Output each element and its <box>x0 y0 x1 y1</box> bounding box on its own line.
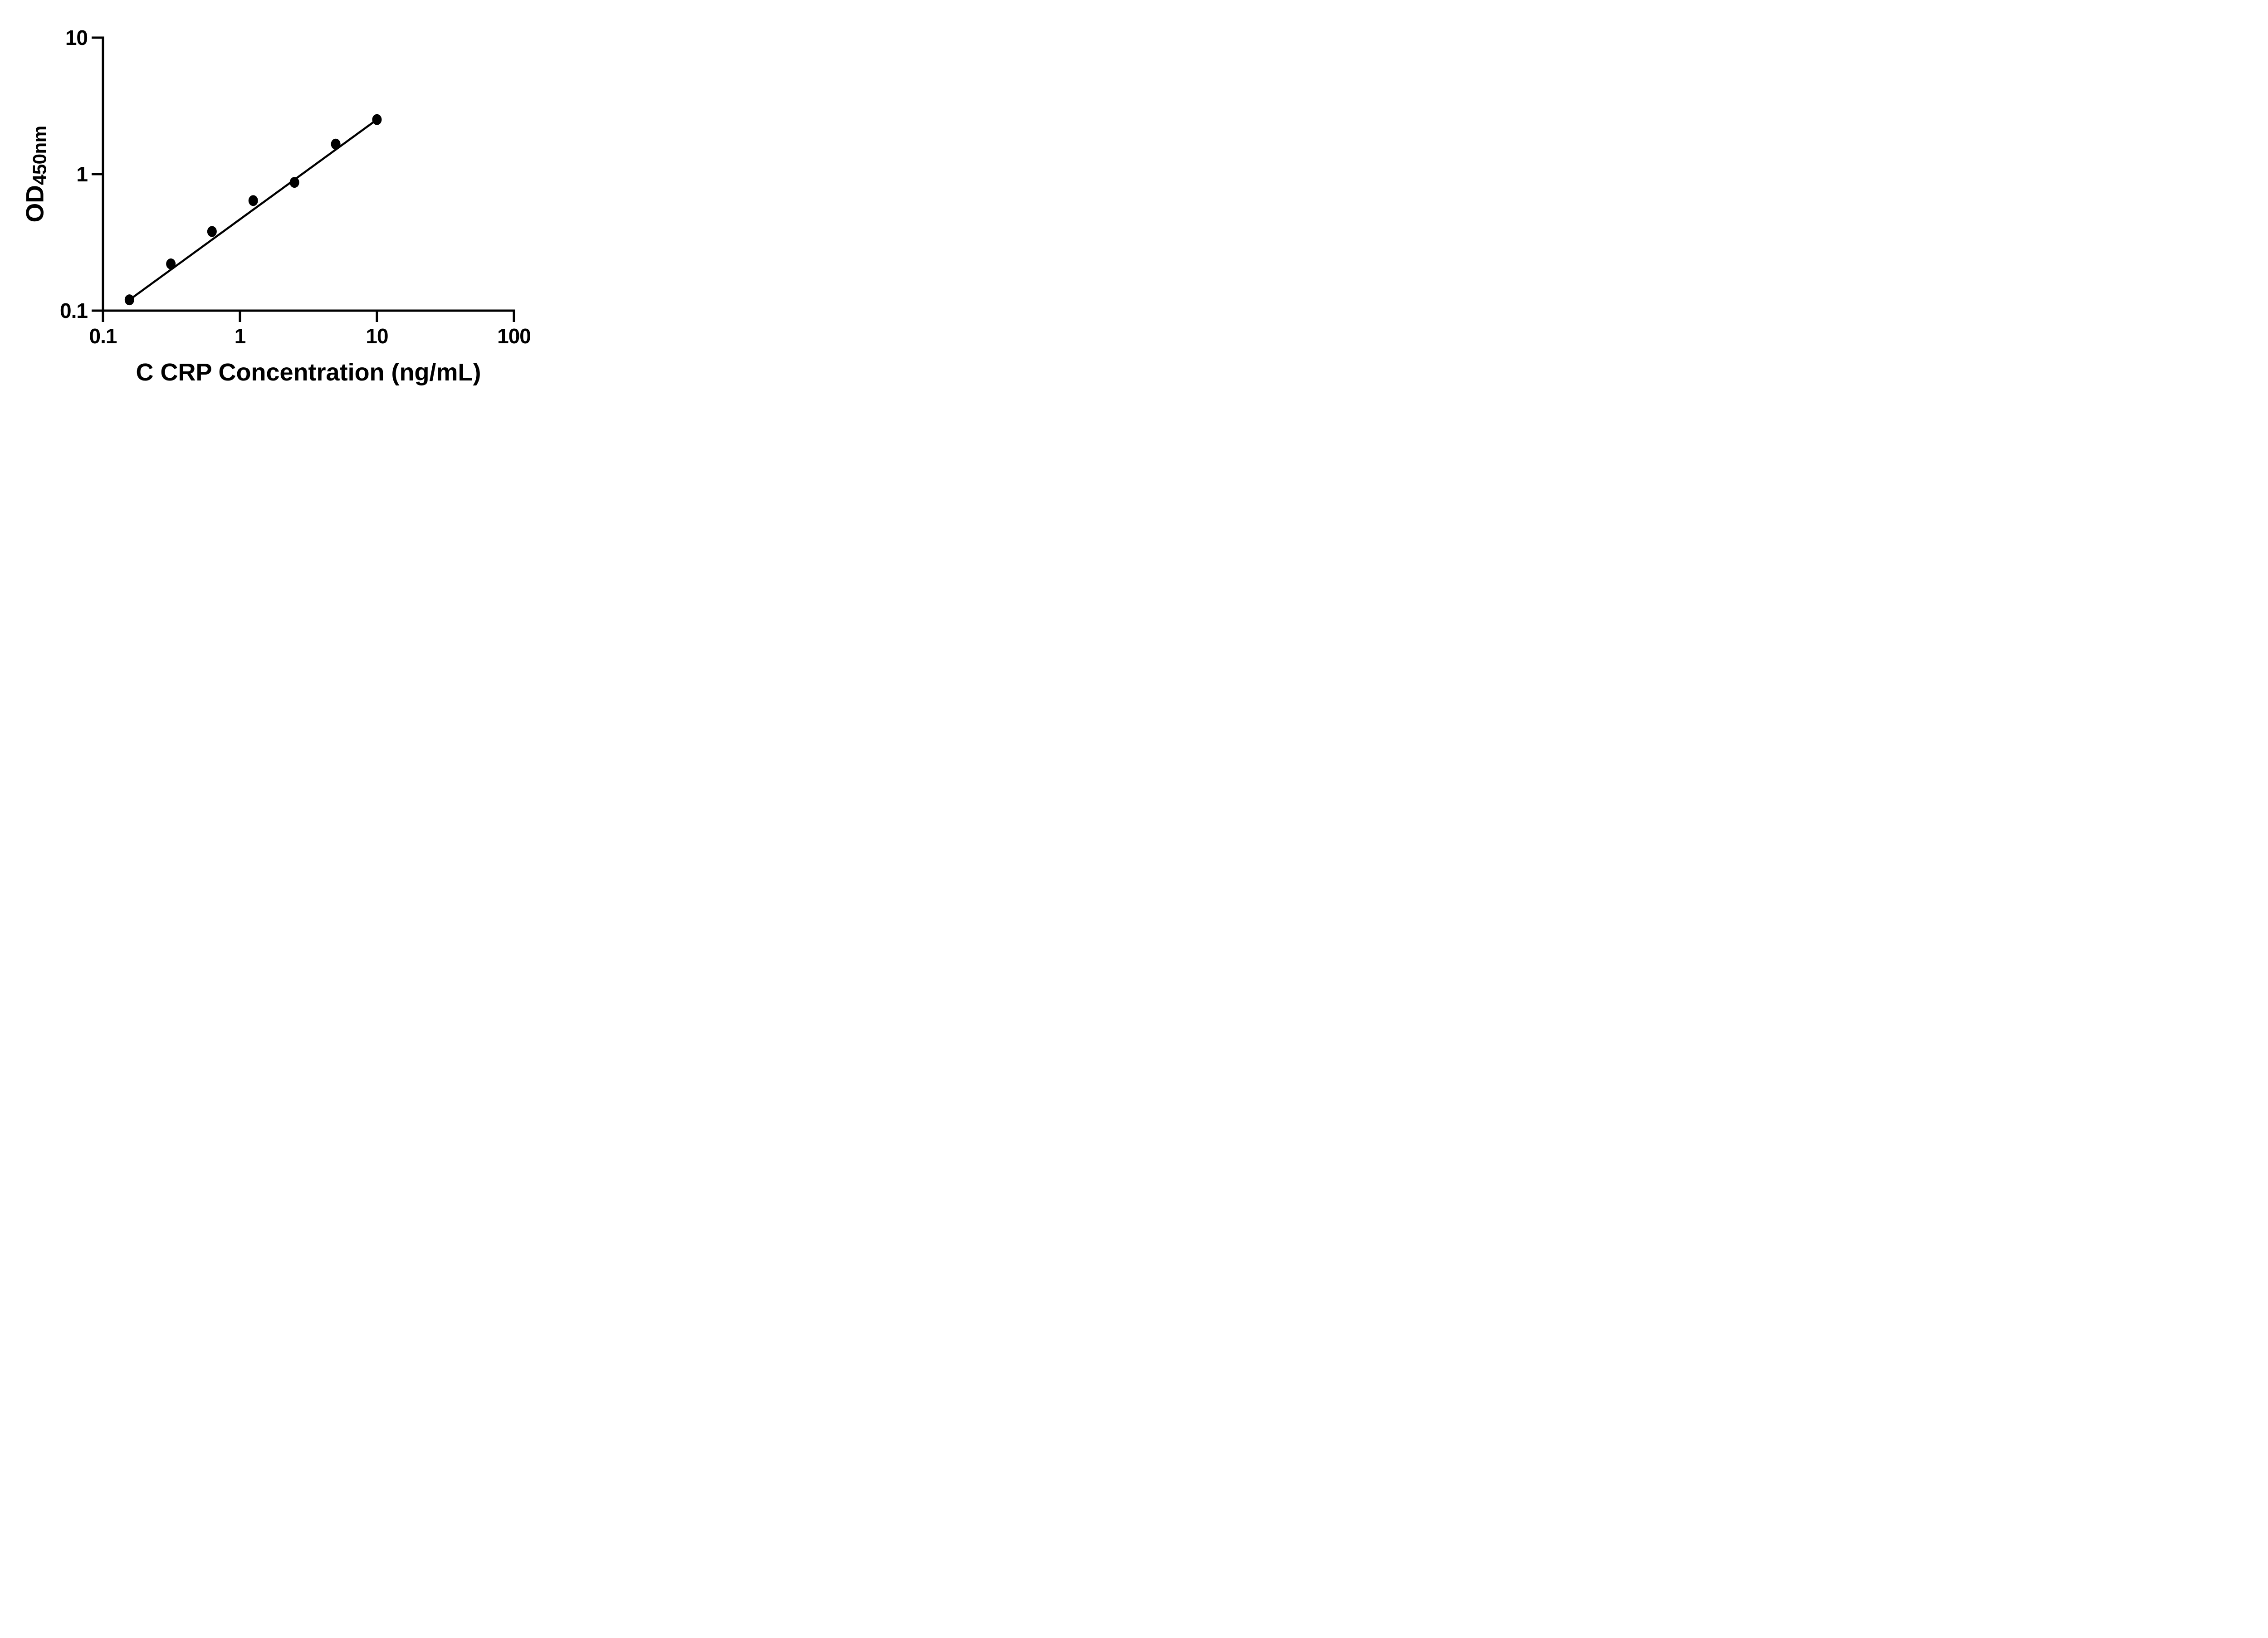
data-point-marker <box>372 114 382 125</box>
data-point-marker <box>124 294 134 306</box>
data-point-marker <box>166 258 176 269</box>
data-point-marker <box>248 195 258 206</box>
y-tick-label: 1 <box>76 162 88 186</box>
x-tick-label: 10 <box>366 324 388 348</box>
y-tick-label: 0.1 <box>60 299 88 322</box>
y-axis-title: OD450nm <box>20 126 50 223</box>
y-axis-title-main: OD <box>20 185 49 223</box>
plot-area <box>92 36 515 322</box>
data-point-marker <box>289 177 299 188</box>
y-tick-label: 10 <box>65 26 88 49</box>
x-tick-label: 0.1 <box>89 324 117 348</box>
x-axis-title: C CRP Concentration (ng/mL) <box>136 359 481 386</box>
elisa-standard-curve-figure: 0.1 1 10 100 0.1 1 10 OD450nm C CRP Concentrat… <box>0 0 573 410</box>
x-tick-label: 1 <box>234 324 246 348</box>
trend-line <box>128 118 378 301</box>
data-point-marker <box>207 226 217 237</box>
x-tick-label: 100 <box>497 324 531 348</box>
y-axis-title-subscript: 450nm <box>29 126 50 185</box>
data-point-marker <box>331 138 341 150</box>
